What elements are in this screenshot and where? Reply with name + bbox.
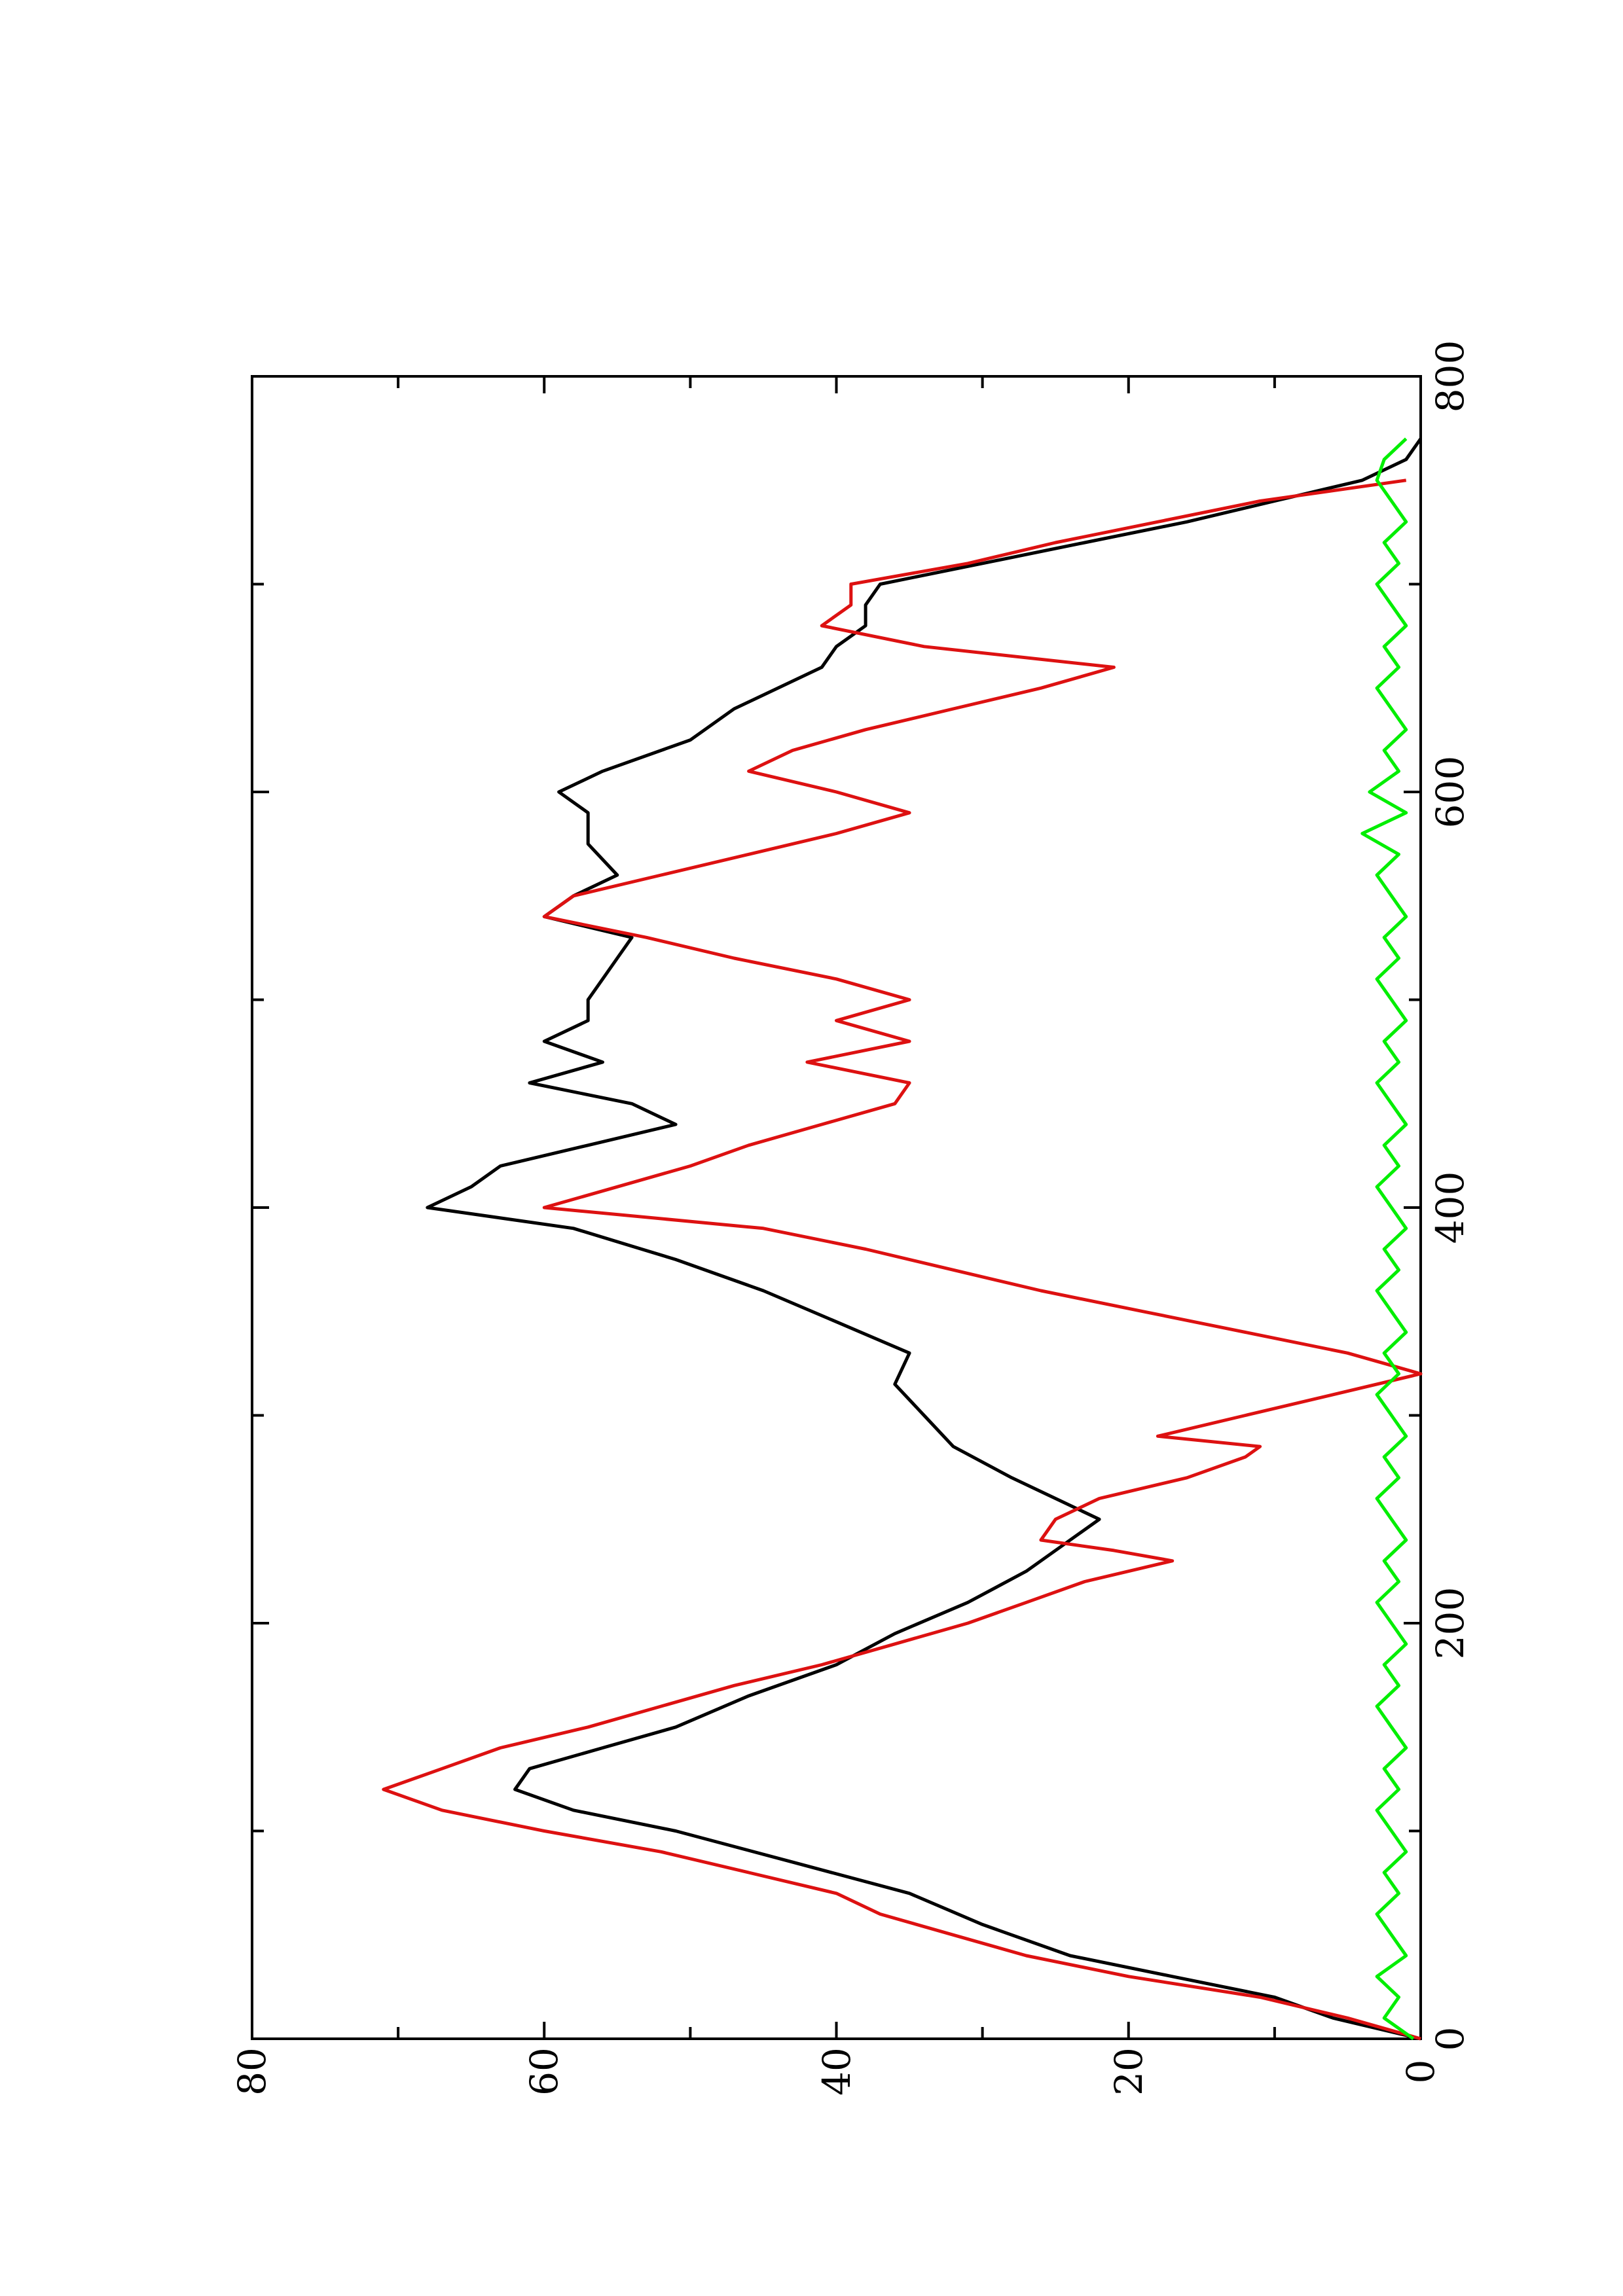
y-tick-label-40: 40 [814, 2047, 859, 2096]
tick-marks [251, 375, 1422, 2040]
x-tick-label-800: 800 [1428, 340, 1472, 413]
x-tick-label-200: 200 [1428, 1587, 1472, 1660]
series-line-1 [426, 437, 1423, 2041]
y-tick-label-0: 0 [1398, 2060, 1443, 2084]
series-line-2 [382, 478, 1423, 2041]
x-tick-label-600: 600 [1428, 756, 1472, 829]
y-tick-label-60: 60 [522, 2047, 566, 2096]
x-tick-label-0: 0 [1428, 2027, 1472, 2051]
y-tick-label-80: 80 [230, 2047, 274, 2096]
y-tick-label-20: 20 [1106, 2047, 1151, 2096]
series-layer [382, 437, 1423, 2041]
series-line-3 [1360, 437, 1415, 2041]
x-tick-label-400: 400 [1428, 1172, 1472, 1244]
